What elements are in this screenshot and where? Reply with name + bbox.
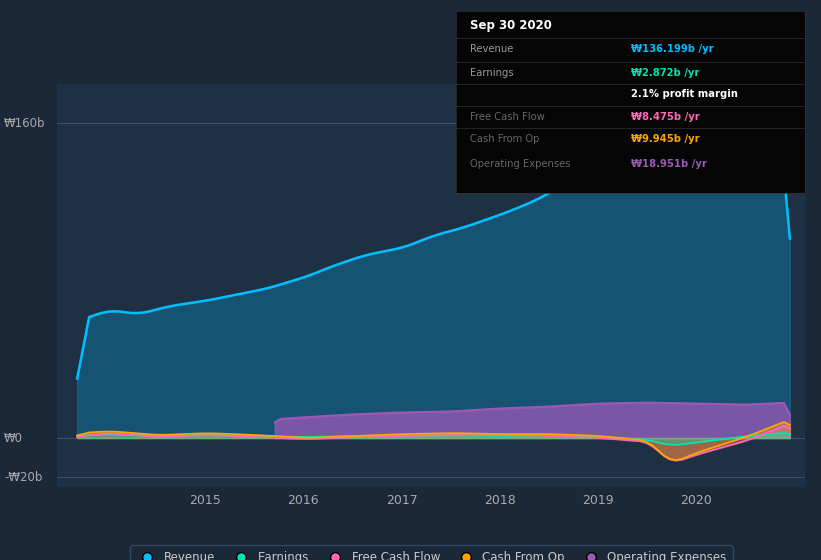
Text: 2.1% profit margin: 2.1% profit margin (631, 89, 738, 99)
Legend: Revenue, Earnings, Free Cash Flow, Cash From Op, Operating Expenses: Revenue, Earnings, Free Cash Flow, Cash … (130, 545, 732, 560)
Text: Revenue: Revenue (470, 44, 514, 54)
Text: ₩9.945b /yr: ₩9.945b /yr (631, 134, 699, 143)
Text: -₩20b: -₩20b (4, 471, 43, 484)
Text: ₩2.872b /yr: ₩2.872b /yr (631, 68, 699, 78)
Text: Sep 30 2020: Sep 30 2020 (470, 19, 553, 32)
Text: ₩0: ₩0 (4, 432, 23, 445)
Text: ₩136.199b /yr: ₩136.199b /yr (631, 44, 713, 54)
Text: ₩160b: ₩160b (4, 117, 46, 130)
Text: Cash From Op: Cash From Op (470, 134, 540, 143)
Text: Earnings: Earnings (470, 68, 514, 78)
Text: Free Cash Flow: Free Cash Flow (470, 112, 545, 122)
Text: ₩18.951b /yr: ₩18.951b /yr (631, 159, 707, 169)
Text: ₩8.475b /yr: ₩8.475b /yr (631, 112, 699, 122)
Text: Operating Expenses: Operating Expenses (470, 159, 571, 169)
